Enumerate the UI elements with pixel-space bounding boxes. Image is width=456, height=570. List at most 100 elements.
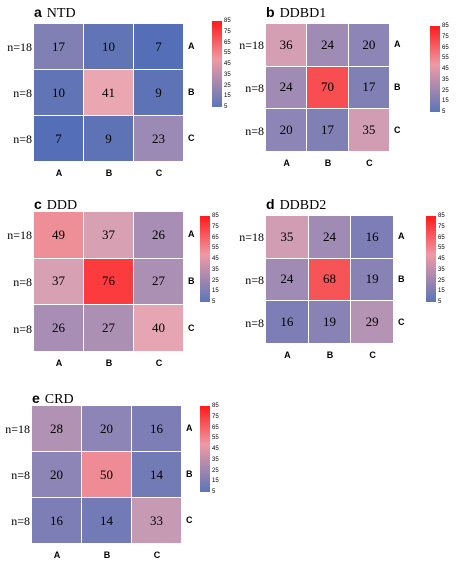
heatmap-cell: 20 [348, 24, 390, 67]
heatmap-cell: 37 [34, 258, 84, 306]
colorbar-tick-label: 5 [212, 299, 216, 305]
heatmap-cell: 10 [34, 70, 84, 116]
row-label: n=8 [11, 468, 30, 482]
column-label: A [283, 158, 290, 168]
colorbar-tick-label: 25 [442, 87, 449, 94]
row-category-label: B [186, 469, 193, 479]
colorbar-tick-label: 75 [438, 223, 445, 230]
colorbar [426, 216, 436, 302]
colorbar-tick-label: 45 [438, 256, 445, 262]
heatmap-cell: 19 [351, 258, 394, 302]
row-label: n=18 [239, 38, 264, 53]
row-category-label: C [398, 316, 405, 327]
colorbar-tick-label: 45 [212, 256, 219, 262]
row-category-label: A [188, 229, 195, 240]
row-category-label: C [188, 322, 195, 333]
row-label: n=8 [245, 273, 264, 287]
row-category-label: C [188, 133, 195, 143]
column-label: A [55, 168, 63, 178]
colorbar-tick-label: 25 [438, 277, 445, 284]
row-label: n=8 [245, 315, 264, 330]
heatmap-cell: 76 [84, 258, 134, 306]
heatmap-cell: 40 [134, 305, 184, 352]
colorbar-tick-label: 55 [212, 245, 219, 252]
colorbar-tick-label: 65 [212, 234, 219, 241]
colorbar-tick-label: 15 [438, 288, 445, 295]
column-label: C [155, 168, 163, 178]
heatmap-cell: 17 [348, 66, 390, 110]
heatmap-cell: 29 [351, 301, 394, 344]
column-label: B [324, 158, 332, 168]
row-category-label: A [186, 423, 193, 433]
panel-title-text: DDBD2 [279, 198, 327, 213]
heatmap-cell: 23 [134, 116, 184, 162]
heatmap-cell: 70 [307, 66, 349, 110]
panel-letter: a [34, 4, 42, 20]
row-category-label: B [398, 274, 405, 284]
heatmap-cell: 24 [266, 258, 309, 302]
panel-title: b DDBD1 [266, 4, 326, 22]
colorbar-tick-label: 55 [212, 435, 219, 442]
colorbar-tick-label: 35 [212, 456, 219, 463]
heatmap-cell: 16 [266, 301, 309, 344]
row-label: n=8 [245, 123, 264, 138]
colorbar-tick-label: 85 [212, 213, 219, 219]
column-label: C [366, 158, 373, 168]
row-category-label: B [188, 276, 195, 286]
row-category-label: A [188, 41, 195, 51]
heatmap-panel-b: b DDBD1 36 24 20 24 70 17 20 17 35 n=18 n=8 n=8 A B C A B C… [230, 4, 456, 184]
colorbar [212, 21, 222, 107]
column-label: B [105, 358, 113, 368]
colorbar-tick-label: 15 [212, 288, 219, 295]
colorbar-tick-label: 35 [442, 76, 449, 83]
colorbar-tick-label: 85 [442, 23, 449, 29]
colorbar-tick-label: 85 [224, 18, 231, 24]
column-label: A [53, 550, 61, 560]
column-label: A [284, 350, 291, 360]
heatmap-cell: 20 [82, 406, 132, 452]
heatmap-cell: 24 [308, 216, 352, 259]
heatmap-cell: 16 [32, 498, 82, 544]
heatmap-cell: 68 [308, 258, 352, 302]
heatmap-grid: 35 24 16 24 68 19 16 19 29 [266, 216, 394, 344]
panel-title: d DDBD2 [266, 196, 326, 214]
colorbar-tick-label: 35 [224, 71, 231, 78]
row-category-label: C [394, 124, 401, 135]
colorbar-tick-label: 15 [224, 93, 231, 100]
heatmap-grid: 49 37 26 37 76 27 26 27 40 [34, 212, 184, 352]
panel-letter: b [266, 4, 275, 20]
colorbar [430, 26, 440, 112]
colorbar-tick-label: 5 [212, 489, 216, 495]
heatmap-grid: 17 10 7 10 41 9 7 9 23 [34, 24, 184, 162]
colorbar [200, 216, 210, 302]
colorbar-tick-label: 45 [442, 66, 449, 72]
heatmap-cell: 26 [134, 212, 184, 259]
colorbar-tick-label: 55 [438, 245, 445, 252]
row-category-label: B [394, 82, 401, 92]
colorbar-tick-label: 5 [438, 299, 442, 305]
heatmap-cell: 27 [84, 305, 134, 352]
colorbar-tick-label: 55 [224, 50, 231, 57]
row-label: n=18 [7, 40, 32, 54]
colorbar-tick-label: 5 [224, 104, 228, 110]
panel-title-text: NTD [46, 6, 76, 21]
heatmap-cell: 37 [84, 212, 134, 259]
heatmap-cell: 19 [308, 301, 352, 344]
panel-title: e CRD [32, 390, 74, 408]
colorbar-tick-label: 35 [212, 266, 219, 273]
panel-title: c DDD [34, 196, 77, 214]
heatmap-panel-c: c DDD 49 37 26 37 76 27 26 27 40 n=18 n=8 n=8 A B C A B C 85… [2, 196, 228, 376]
heatmap-cell: 50 [82, 452, 132, 498]
colorbar-tick-label: 35 [438, 266, 445, 273]
row-label: n=18 [7, 228, 32, 243]
colorbar [200, 406, 210, 492]
colorbar-tick-label: 15 [442, 98, 449, 105]
row-category-label: B [188, 87, 195, 97]
column-label: A [55, 358, 63, 368]
panel-letter: e [32, 390, 40, 406]
panel-title-text: DDBD1 [279, 6, 327, 21]
row-category-label: A [394, 39, 401, 50]
heatmap-cell: 7 [34, 116, 84, 162]
heatmap-cell: 17 [307, 109, 349, 152]
heatmap-cell: 27 [134, 258, 184, 306]
